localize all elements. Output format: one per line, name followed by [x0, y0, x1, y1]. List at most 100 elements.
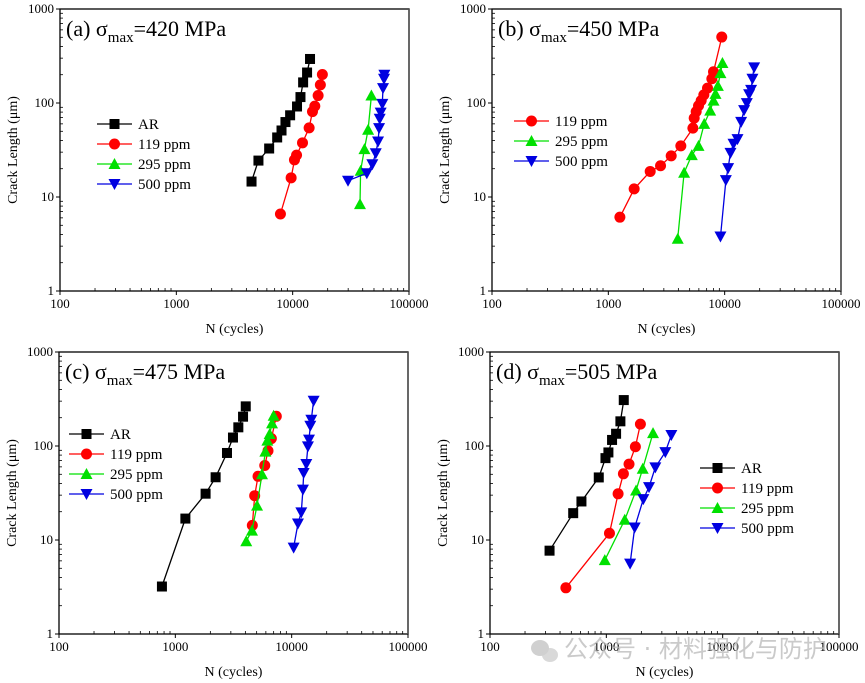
data-point: [305, 414, 318, 426]
data-point: [227, 432, 238, 443]
legend-label: 119 ppm: [138, 137, 191, 153]
legend-item: 119 ppm: [97, 137, 191, 153]
data-point: [264, 143, 275, 154]
x-tick-label: 1000: [162, 639, 188, 654]
data-point: [607, 434, 618, 445]
data-point: [709, 87, 722, 99]
x-tick-label: 100: [482, 296, 502, 311]
data-point: [180, 513, 191, 524]
x-tick-label: 10000: [708, 296, 741, 311]
data-point: [256, 468, 269, 480]
data-point: [246, 176, 257, 187]
sigma-subscript: max: [107, 373, 133, 389]
data-point: [722, 163, 735, 175]
legend-marker: [525, 135, 538, 146]
data-point: [634, 418, 646, 430]
sigma-subscript: max: [539, 373, 565, 389]
legend: AR 119 ppm 295 ppm 500 ppm: [700, 461, 794, 537]
panel-label: (b): [498, 16, 529, 41]
data-point: [560, 582, 572, 594]
data-point: [643, 482, 656, 494]
series-119-ppm: [246, 410, 282, 531]
legend-marker: [525, 156, 538, 167]
data-point: [233, 422, 244, 433]
x-tick-label: 10000: [275, 639, 308, 654]
chart-panel-d: 100 1000 10000 100000 1 10 100 1000 N (cycles) Cr…: [436, 344, 859, 680]
y-tick-label: 1000: [27, 344, 53, 359]
data-point: [316, 68, 328, 80]
data-point: [624, 558, 637, 570]
data-point: [714, 67, 727, 79]
data-point: [296, 484, 309, 496]
x-tick-label: 100: [49, 639, 69, 654]
x-axis-title: N (cycles): [636, 665, 694, 680]
data-point: [303, 122, 315, 134]
series-line: [548, 399, 625, 552]
chart-panel-c: 100 1000 10000 100000 1 10 100 1000 N (cycles) Cr…: [5, 344, 428, 680]
data-point: [238, 411, 249, 422]
y-tick-label: 1000: [458, 344, 484, 359]
data-point: [210, 472, 221, 483]
data-point: [618, 513, 631, 525]
data-point: [665, 150, 677, 162]
data-point: [373, 123, 386, 135]
legend-marker: [109, 119, 120, 129]
y-tick-label: 1: [478, 626, 485, 641]
legend-marker: [712, 482, 723, 494]
data-point: [285, 110, 296, 121]
data-point: [711, 79, 724, 91]
data-point: [302, 434, 315, 446]
data-point: [598, 554, 611, 566]
legend-marker: [81, 448, 92, 460]
legend-item: 295 ppm: [69, 467, 163, 483]
data-point: [719, 175, 732, 187]
x-tick-label: 1000: [593, 639, 619, 654]
legend-item: AR: [69, 427, 131, 443]
x-tick-label: 100: [50, 296, 70, 311]
data-point: [687, 122, 699, 134]
series-295-ppm: [240, 409, 280, 547]
series-500-ppm: [714, 62, 761, 243]
data-point: [612, 488, 624, 500]
data-point: [685, 149, 698, 161]
data-point: [675, 140, 687, 152]
data-point: [568, 508, 579, 519]
legend-item: 500 ppm: [97, 177, 191, 193]
panel-title: (a) σmax=420 MPa: [66, 16, 226, 46]
data-point: [291, 518, 304, 530]
data-point: [630, 484, 643, 496]
legend-label: 119 ppm: [741, 481, 794, 497]
sigma-subscript: max: [108, 30, 134, 46]
series-119-ppm: [614, 31, 728, 223]
data-point: [295, 507, 308, 519]
data-point: [603, 527, 615, 539]
data-point: [731, 134, 744, 146]
legend-label: AR: [110, 427, 131, 443]
legend-item: 500 ppm: [69, 487, 163, 503]
y-tick-label: 10: [41, 189, 54, 204]
data-point: [369, 148, 382, 160]
data-point: [249, 490, 261, 502]
y-axis-title: Crack Length (μm): [6, 96, 21, 204]
legend-label: 295 ppm: [555, 134, 608, 150]
panel-title: (d) σmax=505 MPa: [496, 359, 658, 389]
y-tick-label: 100: [35, 95, 55, 110]
data-point: [655, 160, 667, 172]
data-point: [671, 232, 684, 244]
data-point: [373, 113, 386, 125]
data-point: [692, 139, 705, 151]
data-point: [291, 149, 303, 161]
data-point: [714, 231, 727, 243]
series-500-ppm: [624, 429, 678, 570]
data-point: [304, 420, 317, 432]
data-point: [251, 499, 264, 511]
chart-panel-b: 100 1000 10000 100000 1 10 100 1000 N (cycles) Cr…: [438, 1, 861, 337]
data-point: [740, 98, 753, 110]
legend-label: 500 ppm: [741, 521, 794, 537]
legend-item: 119 ppm: [69, 447, 163, 463]
legend-marker: [109, 138, 120, 150]
data-point: [302, 67, 313, 78]
legend-label: AR: [138, 117, 159, 133]
data-point: [358, 143, 371, 155]
data-point: [200, 488, 211, 499]
